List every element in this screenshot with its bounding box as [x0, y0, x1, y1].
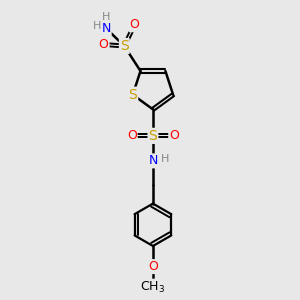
Text: S: S: [128, 88, 137, 102]
Text: N: N: [101, 22, 111, 35]
Text: S: S: [120, 39, 129, 53]
Text: O: O: [130, 18, 140, 31]
Text: H: H: [160, 154, 169, 164]
Text: N: N: [148, 154, 158, 167]
Text: O: O: [148, 260, 158, 273]
Text: H: H: [92, 21, 101, 31]
Text: O: O: [127, 129, 137, 142]
Text: O: O: [99, 38, 109, 51]
Text: O: O: [169, 129, 179, 142]
Text: H: H: [102, 12, 110, 22]
Text: S: S: [148, 129, 157, 143]
Text: CH$_3$: CH$_3$: [140, 280, 166, 295]
